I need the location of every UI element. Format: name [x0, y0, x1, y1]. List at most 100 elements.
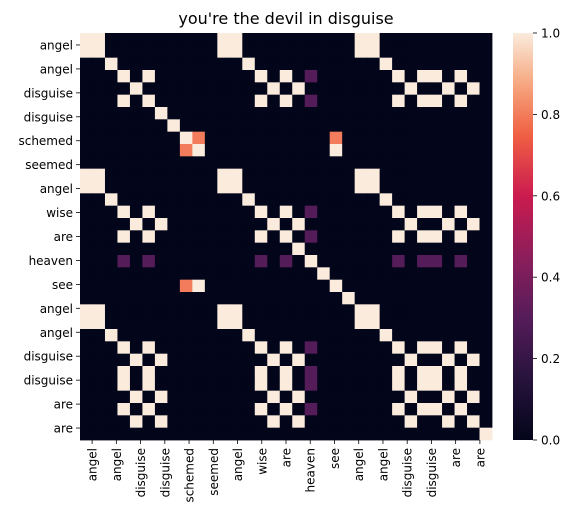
heatmap-cell: [229, 156, 243, 170]
heatmap-cell: [454, 193, 468, 207]
heatmap-cell: [92, 57, 106, 71]
heatmap-cell: [217, 57, 231, 71]
heatmap-cell: [317, 144, 331, 157]
heatmap-cell: [254, 181, 268, 194]
heatmap-cell: [317, 242, 331, 256]
heatmap-cell: [217, 205, 231, 219]
heatmap-cell: [229, 353, 243, 367]
heatmap-cell: [129, 427, 143, 441]
heatmap-cell: [129, 304, 143, 318]
heatmap-cell: [417, 415, 430, 429]
heatmap-cell: [129, 107, 143, 120]
heatmap-cell: [92, 329, 106, 342]
heatmap-cell: [417, 181, 430, 194]
heatmap-cell: [80, 168, 93, 182]
heatmap-cell: [392, 292, 405, 305]
heatmap-cell: [204, 353, 218, 367]
heatmap-cell: [404, 33, 418, 46]
heatmap-cell: [204, 168, 218, 182]
heatmap-cell: [80, 70, 93, 83]
heatmap-cell: [242, 341, 256, 355]
heatmap-cell: [154, 45, 168, 59]
heatmap-cell: [129, 168, 143, 182]
heatmap-cell: [129, 193, 143, 207]
heatmap-cell: [104, 427, 118, 441]
y-tick-labels: angel angel disguise disguise schemed seemed a…: [18, 38, 80, 436]
heatmap-cell: [342, 378, 356, 392]
heatmap-cell: [254, 168, 268, 182]
heatmap-cell: [129, 119, 143, 133]
heatmap-cell: [342, 341, 356, 355]
heatmap-cell: [267, 366, 281, 379]
heatmap-cell: [142, 144, 156, 157]
x-tick-label: angel: [110, 448, 124, 481]
heatmap-cell: [317, 279, 331, 293]
heatmap-cell: [454, 403, 468, 416]
heatmap-cell: [129, 230, 143, 244]
heatmap-cell: [467, 193, 480, 207]
x-tick-label: schemed: [183, 448, 197, 503]
heatmap-cell: [304, 57, 318, 71]
heatmap-cell: [479, 156, 493, 170]
heatmap-cell: [479, 82, 493, 96]
heatmap-cell: [354, 57, 368, 71]
heatmap-cell: [129, 366, 143, 379]
heatmap-cell: [142, 279, 156, 293]
heatmap-cell: [192, 255, 206, 268]
heatmap-cell: [154, 378, 168, 392]
heatmap-cell: [142, 415, 156, 429]
heatmap-cell: [267, 218, 281, 231]
heatmap-cell: [154, 131, 168, 145]
heatmap-cell: [442, 218, 455, 231]
heatmap-cell: [242, 353, 256, 367]
heatmap-cell: [217, 107, 231, 120]
heatmap-cell: [417, 33, 430, 46]
heatmap-cell: [429, 415, 443, 429]
heatmap-cell: [429, 57, 443, 71]
heatmap-cell: [442, 33, 455, 46]
heatmap-cell: [467, 341, 480, 355]
heatmap-cell: [242, 119, 256, 133]
heatmap-cell: [179, 403, 193, 416]
heatmap-cell: [392, 156, 405, 170]
heatmap-cell: [417, 353, 430, 367]
heatmap-cell: [404, 341, 418, 355]
heatmap-cell: [442, 156, 455, 170]
heatmap-cell: [204, 94, 218, 108]
heatmap-cell: [129, 45, 143, 59]
heatmap-cell: [267, 205, 281, 219]
heatmap-cell: [342, 415, 356, 429]
heatmap-cell: [342, 144, 356, 157]
heatmap-cell: [92, 205, 106, 219]
heatmap-cell: [454, 329, 468, 342]
heatmap-cell: [92, 255, 106, 268]
heatmap-cell: [342, 267, 356, 281]
heatmap-cell: [104, 341, 118, 355]
heatmap-cell: [80, 131, 93, 145]
heatmap-cell: [167, 131, 181, 145]
heatmap-cell: [442, 119, 455, 133]
heatmap-cell: [317, 82, 331, 96]
heatmap-cell: [142, 193, 156, 207]
heatmap-cell: [292, 279, 306, 293]
heatmap-cell: [154, 119, 168, 133]
x-tick-label: angel: [231, 448, 245, 481]
heatmap-cell: [442, 316, 455, 330]
heatmap-cell: [304, 218, 318, 231]
heatmap-cell: [342, 403, 356, 416]
heatmap-cell: [204, 341, 218, 355]
heatmap-cell: [329, 70, 343, 83]
heatmap-cell: [267, 33, 281, 46]
heatmap-cell: [279, 168, 293, 182]
heatmap-cell: [229, 279, 243, 293]
heatmap-cell: [254, 378, 268, 392]
heatmap-cell: [367, 181, 381, 194]
heatmap-cell: [192, 390, 206, 404]
heatmap-cell: [329, 33, 343, 46]
heatmap-cell: [329, 341, 343, 355]
heatmap-cell: [354, 144, 368, 157]
heatmap-cell: [467, 144, 480, 157]
heatmap-cell: [392, 33, 405, 46]
heatmap-cell: [129, 353, 143, 367]
